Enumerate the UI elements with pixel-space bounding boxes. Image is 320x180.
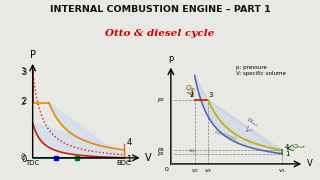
Text: isentropic: isentropic [213, 129, 237, 142]
Text: 1: 1 [126, 155, 132, 164]
Text: $w_p$: $w_p$ [188, 147, 196, 157]
Text: P: P [30, 50, 36, 60]
Text: BDC: BDC [116, 160, 131, 166]
Text: 3: 3 [21, 67, 26, 76]
Text: $p_1$: $p_1$ [157, 150, 165, 158]
Text: $Q_{in}$: $Q_{in}$ [185, 84, 196, 95]
Text: 0: 0 [21, 153, 26, 162]
Text: 3: 3 [21, 68, 27, 77]
Text: $Q_{out}$: $Q_{out}$ [292, 142, 306, 151]
Text: $p_4$: $p_4$ [157, 146, 165, 154]
Text: $v_2$: $v_2$ [191, 167, 199, 175]
Text: 4: 4 [126, 138, 132, 147]
Polygon shape [33, 103, 124, 158]
Text: V: V [145, 153, 151, 163]
Text: 2: 2 [21, 97, 27, 106]
Text: 1: 1 [285, 150, 290, 156]
Text: 0: 0 [21, 155, 27, 164]
Text: 3: 3 [209, 93, 213, 98]
Text: INTERNAL COMBUSTION ENGINE – PART 1: INTERNAL COMBUSTION ENGINE – PART 1 [50, 5, 270, 14]
Text: $v_1$: $v_1$ [278, 167, 286, 175]
Text: 2: 2 [21, 98, 26, 107]
Text: $W_{out}$: $W_{out}$ [244, 114, 261, 130]
Text: $p_2$: $p_2$ [157, 96, 165, 104]
Text: V: V [307, 159, 313, 168]
Text: p: pressure: p: pressure [236, 65, 267, 70]
Text: V: specific volume: V: specific volume [236, 71, 286, 76]
Text: $v_3$: $v_3$ [204, 167, 212, 175]
Text: 4: 4 [285, 144, 289, 150]
Text: 2: 2 [189, 93, 194, 98]
Text: TDC: TDC [26, 160, 40, 166]
Text: Otto & diesel cycle: Otto & diesel cycle [105, 29, 215, 38]
Polygon shape [195, 75, 282, 154]
Text: 0: 0 [165, 167, 169, 172]
Text: p: p [168, 54, 173, 63]
